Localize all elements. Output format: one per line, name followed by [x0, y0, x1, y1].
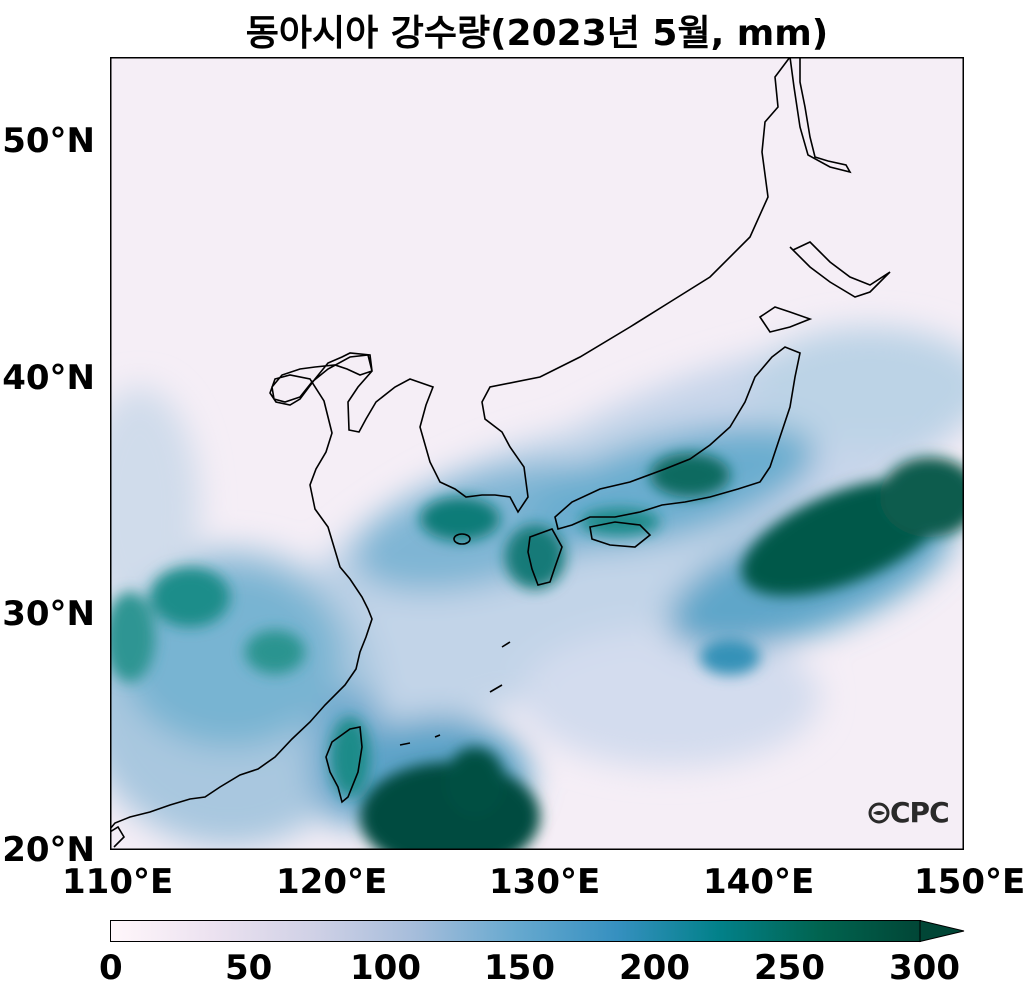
logo-text: CPC: [890, 796, 950, 829]
colorbar-tick-150: 150: [484, 948, 555, 988]
lon-tick-110: 110°E: [62, 862, 174, 902]
colorbar-tick-300: 300: [889, 948, 960, 988]
colorbar-tick-0: 0: [99, 948, 123, 988]
lon-tick-140: 140°E: [703, 862, 815, 902]
colorbar-tick-50: 50: [225, 948, 273, 988]
colorbar-tick-200: 200: [619, 948, 690, 988]
cpc-logo: CPC: [868, 796, 950, 829]
coastline: [110, 57, 891, 848]
lat-tick-40: 40°N: [2, 358, 95, 398]
lon-tick-150: 150°E: [914, 862, 1025, 902]
precip-field-heavy: [110, 453, 964, 850]
lon-tick-130: 130°E: [489, 862, 601, 902]
lon-tick-120: 120°E: [276, 862, 388, 902]
map-border: [110, 57, 964, 850]
colorbar-body: [110, 920, 921, 942]
colorbar-tick-100: 100: [350, 948, 421, 988]
colorbar-extend-arrow: [919, 920, 965, 943]
map-title: 동아시아 강수량(2023년 5월, mm): [245, 13, 829, 54]
colorbar-tick-250: 250: [754, 948, 825, 988]
lat-tick-20: 20°N: [2, 830, 95, 870]
lat-tick-30: 30°N: [2, 594, 95, 634]
lat-tick-50: 50°N: [2, 121, 95, 161]
precipitation-map: [110, 57, 964, 850]
colorbar: [110, 920, 965, 943]
globe-icon: [868, 802, 890, 824]
